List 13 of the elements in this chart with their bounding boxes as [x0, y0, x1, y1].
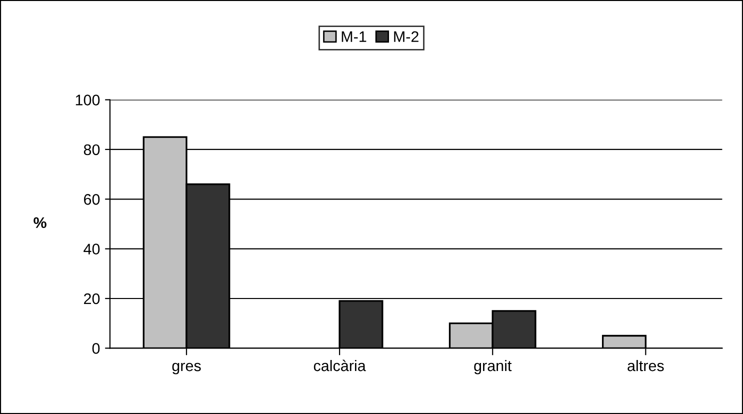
x-tick-label: calcària [314, 360, 366, 372]
x-tick-label: granit [474, 360, 512, 374]
y-tick-label: 60 [84, 194, 100, 205]
x-tick-label: gres [172, 362, 201, 374]
legend-label: M-2 [394, 31, 418, 42]
y-tick-label: 100 [76, 94, 100, 106]
y-axis-title: % [34, 217, 46, 228]
y-tick-label: 80 [84, 144, 100, 156]
y-tick-label: 40 [84, 244, 100, 254]
x-tick-label: altres [628, 360, 664, 372]
legend-label: M-1 [342, 31, 366, 42]
y-tick-label: 0 [92, 343, 100, 354]
y-tick-label: 20 [84, 293, 100, 304]
